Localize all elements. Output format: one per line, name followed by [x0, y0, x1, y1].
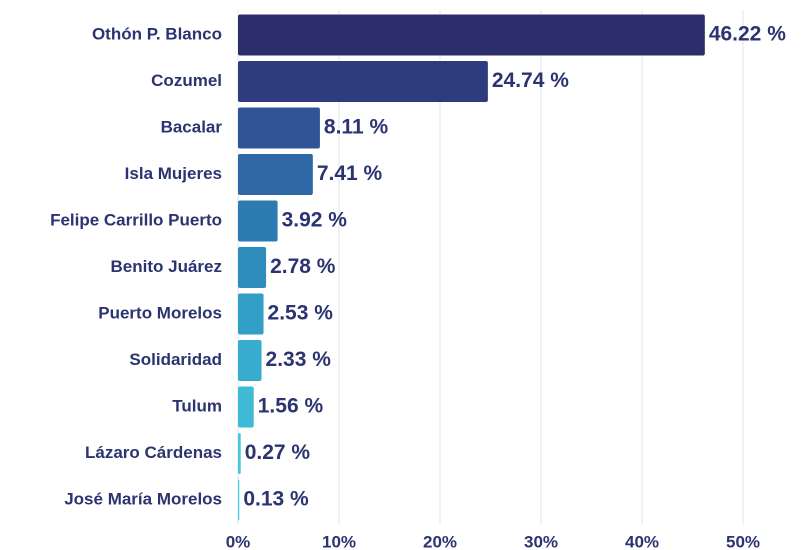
- value-label: 2.78 %: [270, 255, 336, 278]
- bar: [238, 479, 240, 521]
- value-label: 2.53 %: [268, 302, 334, 325]
- value-label: 3.92 %: [282, 209, 348, 232]
- y-tick-label: Isla Mujeres: [125, 164, 222, 183]
- x-tick-label: 50%: [726, 532, 760, 550]
- x-tick-label: 0%: [226, 532, 251, 550]
- value-label: 1.56 %: [258, 395, 324, 418]
- y-tick-label: Benito Juárez: [111, 257, 222, 276]
- bar: [238, 61, 488, 102]
- x-tick-label: 10%: [322, 532, 356, 550]
- value-label: 2.33 %: [266, 348, 332, 371]
- value-label: 0.27 %: [245, 441, 311, 464]
- y-tick-label: Lázaro Cárdenas: [85, 443, 222, 462]
- bar: [238, 340, 262, 381]
- y-tick-label: José María Morelos: [64, 489, 222, 508]
- y-tick-label: Cozumel: [151, 71, 222, 90]
- bar: [238, 154, 313, 195]
- value-label: 0.13 %: [243, 488, 309, 511]
- y-tick-label: Felipe Carrillo Puerto: [50, 210, 222, 229]
- x-tick-label: 40%: [625, 532, 659, 550]
- y-tick-label: Solidaridad: [129, 350, 222, 369]
- bar: [238, 386, 254, 428]
- x-tick-label: 20%: [423, 532, 457, 550]
- bar: [238, 14, 705, 56]
- bar: [238, 247, 267, 288]
- bar: [238, 107, 320, 149]
- value-label: 46.22 %: [709, 23, 786, 46]
- y-tick-label: Puerto Morelos: [98, 303, 222, 322]
- value-label: 7.41 %: [317, 162, 383, 185]
- x-tick-label: 30%: [524, 532, 558, 550]
- bar: [238, 200, 278, 242]
- value-label: 8.11 %: [324, 116, 389, 139]
- value-label: 24.74 %: [492, 69, 569, 92]
- y-tick-label: Tulum: [172, 396, 222, 415]
- bar: [238, 433, 241, 474]
- bar: [238, 293, 264, 335]
- y-tick-label: Bacalar: [161, 117, 223, 136]
- y-tick-label: Othón P. Blanco: [92, 24, 222, 43]
